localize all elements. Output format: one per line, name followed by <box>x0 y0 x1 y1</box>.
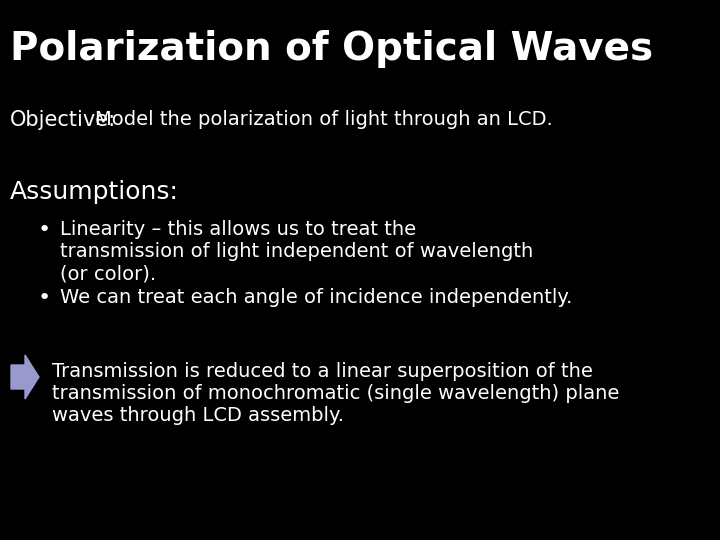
Text: Transmission is reduced to a linear superposition of the: Transmission is reduced to a linear supe… <box>52 362 593 381</box>
Text: Polarization of Optical Waves: Polarization of Optical Waves <box>10 30 653 68</box>
Text: waves through LCD assembly.: waves through LCD assembly. <box>52 406 344 425</box>
Text: We can treat each angle of incidence independently.: We can treat each angle of incidence ind… <box>60 288 572 307</box>
Text: Linearity – this allows us to treat the: Linearity – this allows us to treat the <box>60 220 416 239</box>
Polygon shape <box>11 355 39 399</box>
Text: transmission of monochromatic (single wavelength) plane: transmission of monochromatic (single wa… <box>52 384 619 403</box>
Text: Objective:: Objective: <box>10 110 116 130</box>
Text: •: • <box>38 288 51 308</box>
Text: Model the polarization of light through an LCD.: Model the polarization of light through … <box>95 110 553 129</box>
Text: (or color).: (or color). <box>60 264 156 283</box>
Text: •: • <box>38 220 51 240</box>
Text: Assumptions:: Assumptions: <box>10 180 179 204</box>
Text: transmission of light independent of wavelength: transmission of light independent of wav… <box>60 242 534 261</box>
